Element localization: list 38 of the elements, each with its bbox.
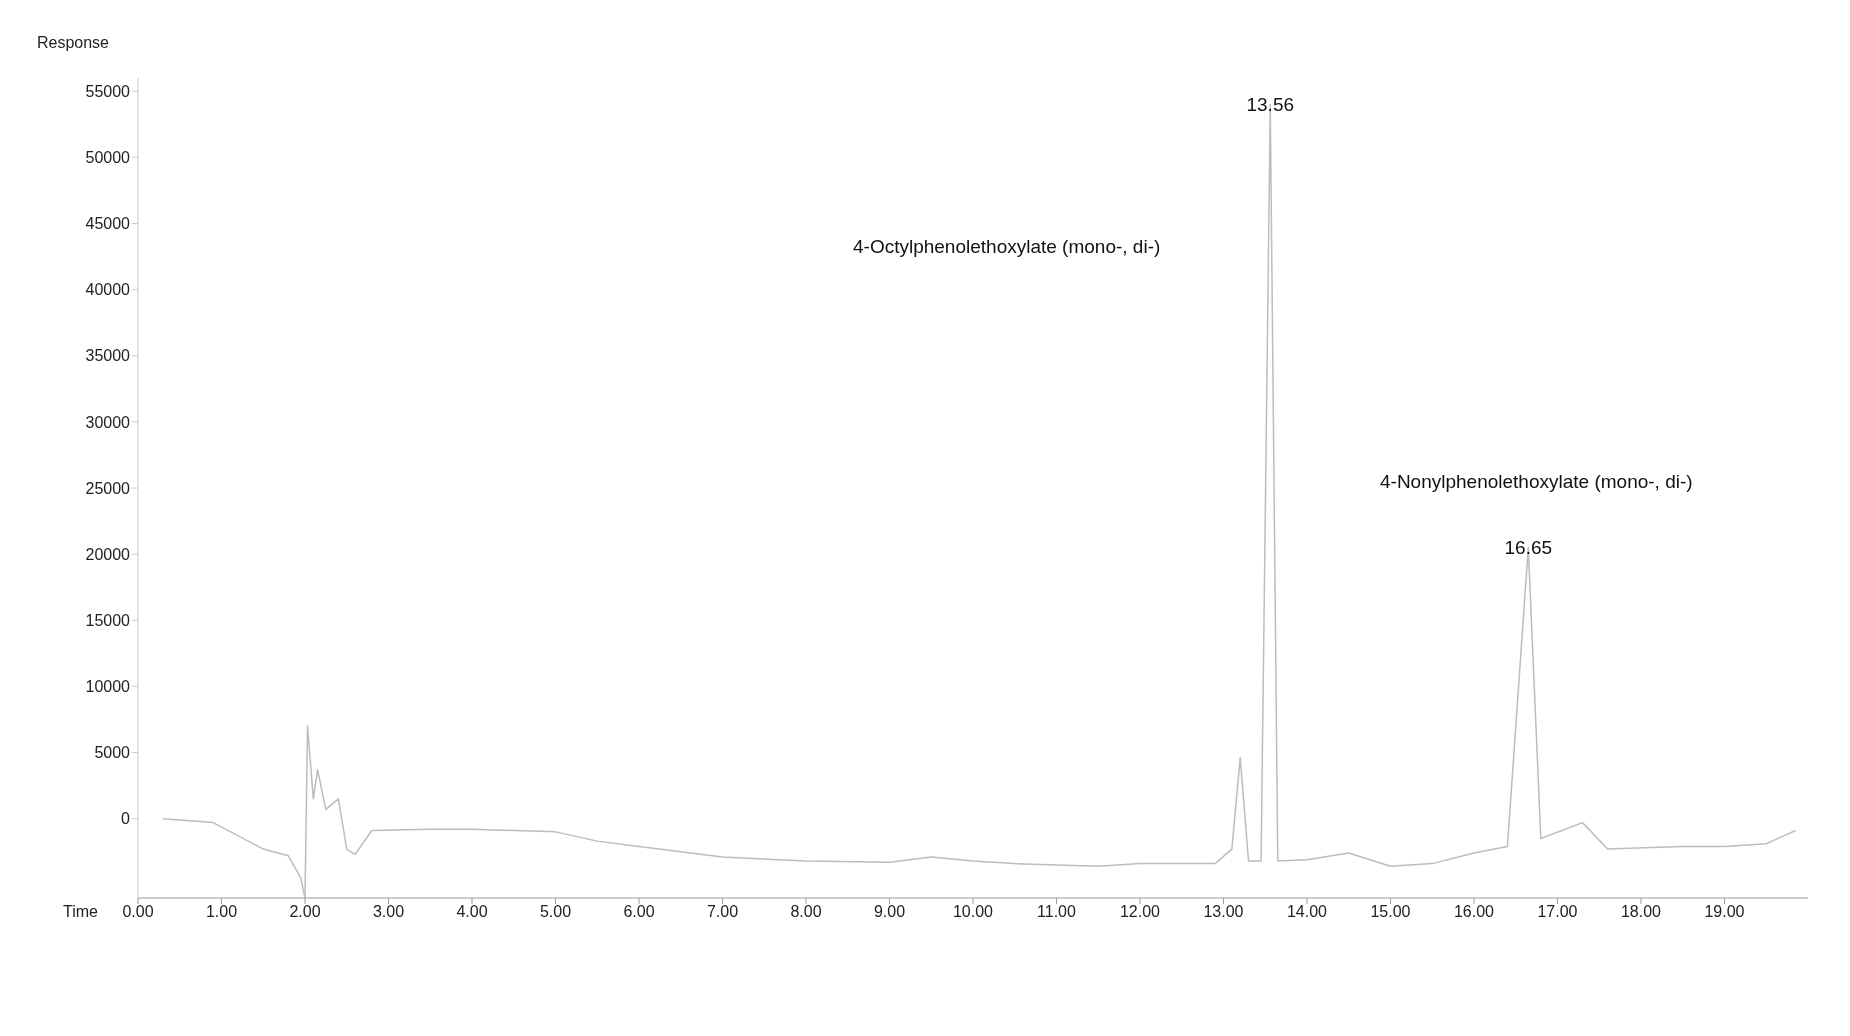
x-tick-label: 1.00 [205, 903, 238, 921]
x-tick-label: 19.00 [1704, 903, 1745, 921]
x-tick-label: 11.00 [1037, 903, 1077, 921]
y-tick-label: 45000 [85, 215, 131, 233]
annotation: 4-Octylphenolethoxylate (mono-, di-) [853, 236, 1161, 258]
annotation: 13.56 [1246, 94, 1295, 116]
y-tick-label: 55000 [85, 82, 131, 100]
annotation: 16.65 [1504, 537, 1553, 559]
x-tick-label: 12.00 [1119, 903, 1161, 921]
x-tick-label: 18.00 [1620, 903, 1662, 921]
x-tick-label: 15.00 [1370, 903, 1411, 921]
x-tick-label: 3.00 [372, 903, 405, 921]
x-tick-label: 0.00 [122, 903, 154, 921]
x-tick-label: 6.00 [623, 903, 655, 921]
x-tick-label: 16.00 [1453, 903, 1495, 921]
x-tick-label: 10.00 [952, 903, 994, 921]
x-axis-title: Time [63, 902, 99, 920]
y-tick-label: 5000 [94, 744, 131, 762]
x-tick-label: 4.00 [456, 903, 488, 921]
x-tick-label: 7.00 [706, 903, 739, 921]
y-tick-label: 35000 [85, 347, 131, 365]
y-tick-label: 20000 [85, 545, 131, 563]
x-tick-label: 9.00 [873, 903, 906, 921]
x-tick-label: 8.00 [790, 903, 822, 921]
y-tick-label: 40000 [85, 281, 131, 299]
x-tick-label: 14.00 [1286, 903, 1328, 921]
x-tick-label: 13.00 [1203, 903, 1244, 921]
x-tick-label: 2.00 [289, 903, 321, 921]
annotation: 4-Nonylphenolethoxylate (mono-, di-) [1380, 471, 1693, 493]
y-tick-label: 30000 [85, 413, 131, 431]
y-tick-label: 0 [121, 810, 131, 828]
y-axis-title: Response [36, 34, 110, 51]
y-tick-label: 15000 [85, 611, 131, 629]
x-tick-label: 5.00 [539, 903, 572, 921]
x-tick-label: 17.00 [1537, 903, 1578, 921]
y-tick-label: 10000 [85, 678, 131, 696]
y-tick-label: 25000 [85, 479, 131, 497]
y-tick-label: 50000 [85, 149, 131, 167]
